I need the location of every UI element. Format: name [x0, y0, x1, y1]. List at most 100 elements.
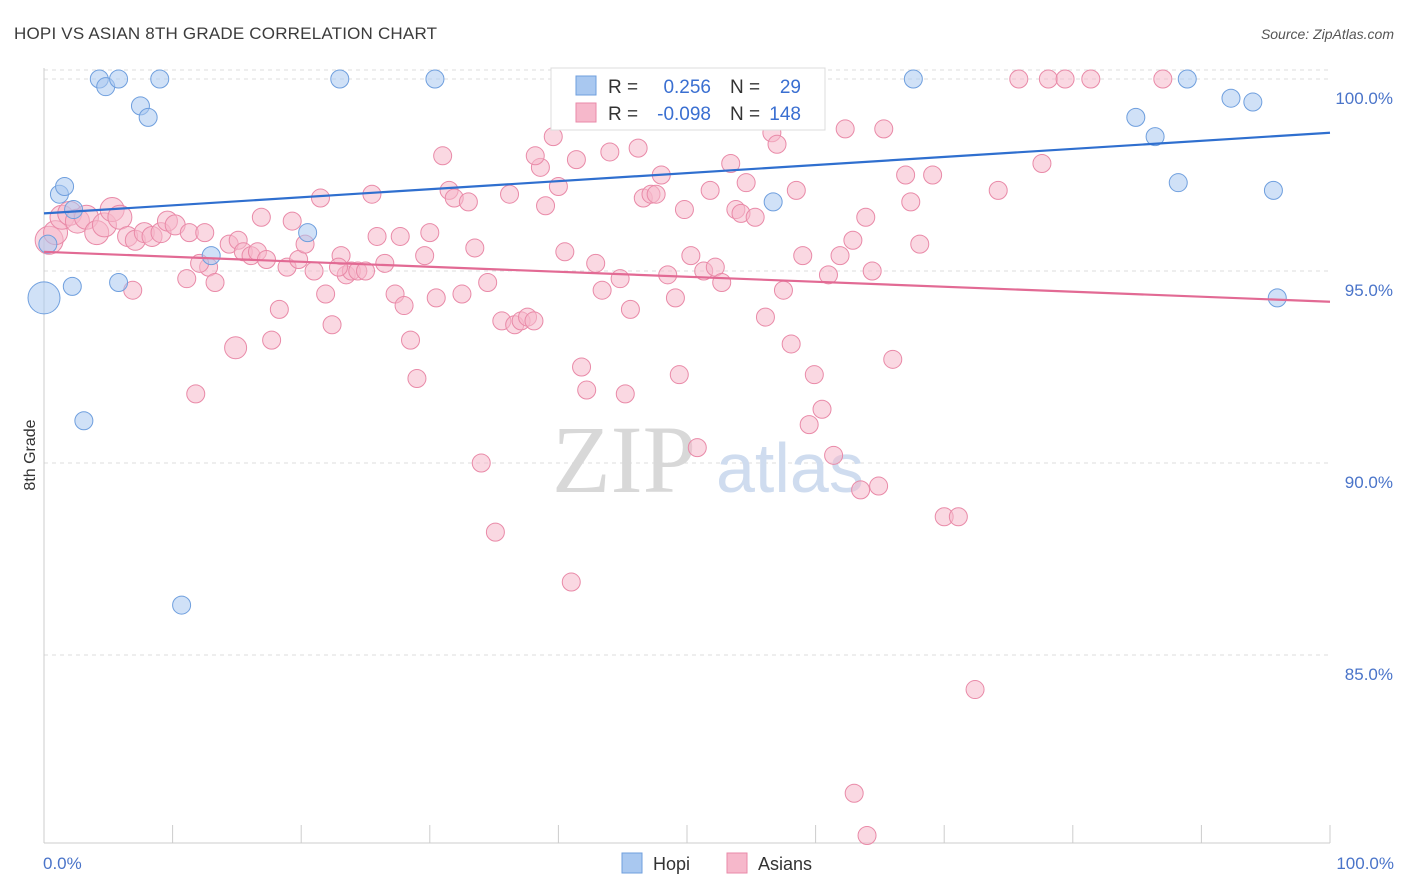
- legend-r-value-asians: -0.098: [657, 104, 711, 125]
- asians-point-41: [322, 315, 342, 335]
- asians-point-118: [818, 265, 838, 285]
- asians-point-98: [687, 438, 707, 458]
- asians-point-20: [186, 384, 206, 404]
- grid-lines: [44, 69, 1330, 656]
- hopi-point-1: [38, 234, 58, 254]
- hopi-points: [27, 69, 1287, 615]
- axes: [43, 68, 1331, 844]
- asians-point-63: [465, 238, 485, 258]
- asians-point-145: [328, 257, 348, 277]
- asians-point-58: [433, 146, 453, 166]
- asians-point-123: [851, 480, 871, 500]
- hopi-point-13: [150, 69, 170, 89]
- hopi-point-19: [763, 192, 783, 212]
- legend-swatch-asians: [575, 102, 597, 123]
- asians-point-85: [610, 269, 630, 289]
- asians-point-53: [401, 330, 421, 350]
- asians-point-77: [555, 242, 575, 262]
- asians-point-80: [572, 357, 592, 377]
- asians-point-32: [262, 330, 282, 350]
- asians-point-91: [646, 184, 666, 204]
- y-axis-label: 8th Grade: [22, 419, 39, 490]
- hopi-point-20: [903, 69, 923, 89]
- asians-point-96: [674, 200, 694, 220]
- asians-point-94: [665, 288, 685, 308]
- asians-point-125: [862, 261, 882, 281]
- series-legend-label-hopi: Hopi: [653, 854, 690, 874]
- asians-point-107: [745, 207, 765, 227]
- hopi-point-24: [1177, 69, 1197, 89]
- correlation-legend: R = 0.256 N = 29 R = -0.098 N = 148: [550, 67, 826, 131]
- asians-point-143: [857, 825, 877, 845]
- asians-point-138: [1032, 153, 1052, 173]
- asians-point-83: [592, 280, 612, 300]
- asians-point-64: [471, 453, 491, 473]
- asians-point-97: [681, 246, 701, 266]
- asians-point-140: [1055, 69, 1075, 89]
- asians-point-86: [615, 384, 635, 404]
- asians-point-78: [561, 572, 581, 592]
- asians-points: [34, 69, 1173, 845]
- asians-point-66: [485, 522, 505, 542]
- asians-point-142: [844, 783, 864, 803]
- chart-title: HOPI VS ASIAN 8TH GRADE CORRELATION CHAR…: [14, 24, 437, 43]
- asians-point-21: [195, 223, 215, 243]
- asians-point-115: [799, 415, 819, 435]
- asians-point-102: [712, 273, 732, 293]
- asians-point-74: [536, 196, 556, 216]
- asians-point-9: [107, 204, 133, 230]
- asians-point-39: [310, 188, 330, 208]
- asians-point-146: [525, 146, 545, 166]
- asians-point-81: [577, 380, 597, 400]
- y-tick-label-0: 100.0%: [1335, 89, 1393, 108]
- trend-lines: [43, 131, 1331, 303]
- hopi-point-5: [62, 276, 82, 296]
- asians-point-137: [1009, 69, 1029, 89]
- asians-point-40: [316, 284, 336, 304]
- hopi-point-12: [138, 107, 158, 127]
- asians-point-72: [524, 311, 544, 331]
- chart-source: Source: ZipAtlas.com: [1261, 26, 1394, 42]
- asians-point-95: [669, 365, 689, 385]
- asians-point-136: [988, 180, 1008, 200]
- hopi-point-28: [1267, 288, 1287, 308]
- series-legend-swatch-asians: [726, 852, 748, 874]
- asians-point-132: [923, 165, 943, 185]
- asians-point-114: [793, 246, 813, 266]
- asians-point-51: [390, 226, 410, 246]
- asians-point-62: [458, 192, 478, 212]
- asians-point-110: [767, 134, 787, 154]
- hopi-point-15: [201, 246, 221, 266]
- asians-trend-line: [43, 250, 1331, 303]
- asians-point-79: [566, 150, 586, 170]
- asians-point-122: [843, 230, 863, 250]
- series-legend: Hopi Asians: [621, 852, 812, 874]
- hopi-point-16: [298, 223, 318, 243]
- hopi-point-0: [27, 281, 61, 315]
- watermark: ZIP atlas: [552, 406, 864, 513]
- legend-swatch-hopi: [575, 75, 597, 96]
- y-tick-labels: 100.0% 95.0% 90.0% 85.0%: [1335, 89, 1393, 684]
- asians-point-127: [874, 119, 894, 139]
- asians-point-49: [375, 253, 395, 273]
- asians-point-121: [835, 119, 855, 139]
- legend-box: [550, 67, 826, 131]
- asians-point-33: [269, 299, 289, 319]
- x-tick-label-max: 100.0%: [1336, 854, 1394, 873]
- hopi-point-14: [172, 595, 192, 615]
- asians-point-128: [883, 349, 903, 369]
- asians-point-54: [407, 369, 427, 389]
- asians-point-141: [1081, 69, 1101, 89]
- asians-point-103: [721, 153, 741, 173]
- y-tick-label-3: 85.0%: [1345, 665, 1393, 684]
- asians-point-100: [700, 180, 720, 200]
- asians-point-106: [736, 173, 756, 193]
- asians-point-112: [781, 334, 801, 354]
- asians-point-84: [600, 142, 620, 162]
- asians-point-30: [251, 207, 271, 227]
- watermark-zip: ZIP: [552, 406, 696, 513]
- hopi-point-27: [1263, 180, 1283, 200]
- legend-n-value-hopi: 29: [780, 77, 801, 98]
- asians-point-52: [394, 296, 414, 316]
